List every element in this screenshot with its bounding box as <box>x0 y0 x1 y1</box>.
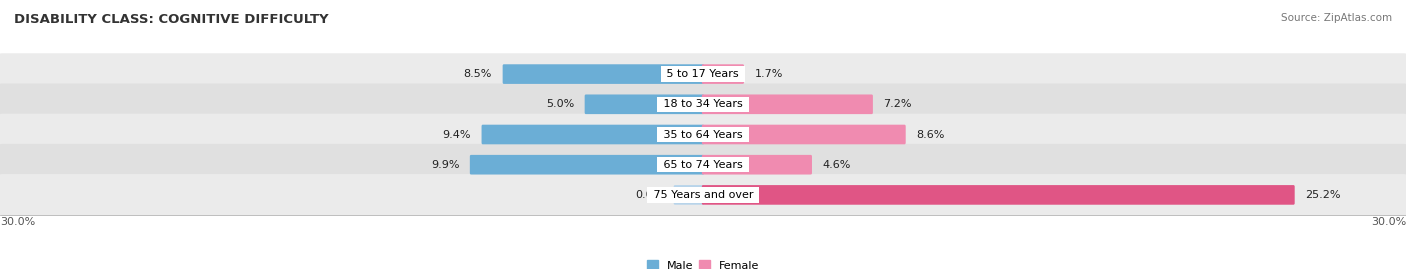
FancyBboxPatch shape <box>702 125 905 144</box>
Text: 5 to 17 Years: 5 to 17 Years <box>664 69 742 79</box>
FancyBboxPatch shape <box>0 83 1406 125</box>
FancyBboxPatch shape <box>0 144 1406 186</box>
FancyBboxPatch shape <box>0 114 1406 155</box>
Text: 18 to 34 Years: 18 to 34 Years <box>659 99 747 109</box>
FancyBboxPatch shape <box>702 155 813 175</box>
FancyBboxPatch shape <box>481 125 704 144</box>
Text: 75 Years and over: 75 Years and over <box>650 190 756 200</box>
Text: Source: ZipAtlas.com: Source: ZipAtlas.com <box>1281 13 1392 23</box>
Text: DISABILITY CLASS: COGNITIVE DIFFICULTY: DISABILITY CLASS: COGNITIVE DIFFICULTY <box>14 13 329 26</box>
FancyBboxPatch shape <box>0 53 1406 95</box>
Text: 35 to 64 Years: 35 to 64 Years <box>659 129 747 140</box>
Text: 65 to 74 Years: 65 to 74 Years <box>659 160 747 170</box>
FancyBboxPatch shape <box>702 64 744 84</box>
FancyBboxPatch shape <box>503 64 704 84</box>
Text: 8.5%: 8.5% <box>464 69 492 79</box>
Text: 1.7%: 1.7% <box>755 69 783 79</box>
FancyBboxPatch shape <box>702 94 873 114</box>
Text: 30.0%: 30.0% <box>0 217 35 227</box>
FancyBboxPatch shape <box>585 94 704 114</box>
FancyBboxPatch shape <box>0 174 1406 216</box>
FancyBboxPatch shape <box>470 155 704 175</box>
Text: 30.0%: 30.0% <box>1371 217 1406 227</box>
FancyBboxPatch shape <box>673 185 704 205</box>
Text: 4.6%: 4.6% <box>823 160 851 170</box>
Text: 9.9%: 9.9% <box>430 160 460 170</box>
Text: 25.2%: 25.2% <box>1305 190 1341 200</box>
Text: 7.2%: 7.2% <box>883 99 912 109</box>
Text: 9.4%: 9.4% <box>443 129 471 140</box>
FancyBboxPatch shape <box>702 185 1295 205</box>
Text: 5.0%: 5.0% <box>546 99 574 109</box>
Text: 8.6%: 8.6% <box>917 129 945 140</box>
Text: 0.0%: 0.0% <box>636 190 664 200</box>
Legend: Male, Female: Male, Female <box>643 256 763 269</box>
